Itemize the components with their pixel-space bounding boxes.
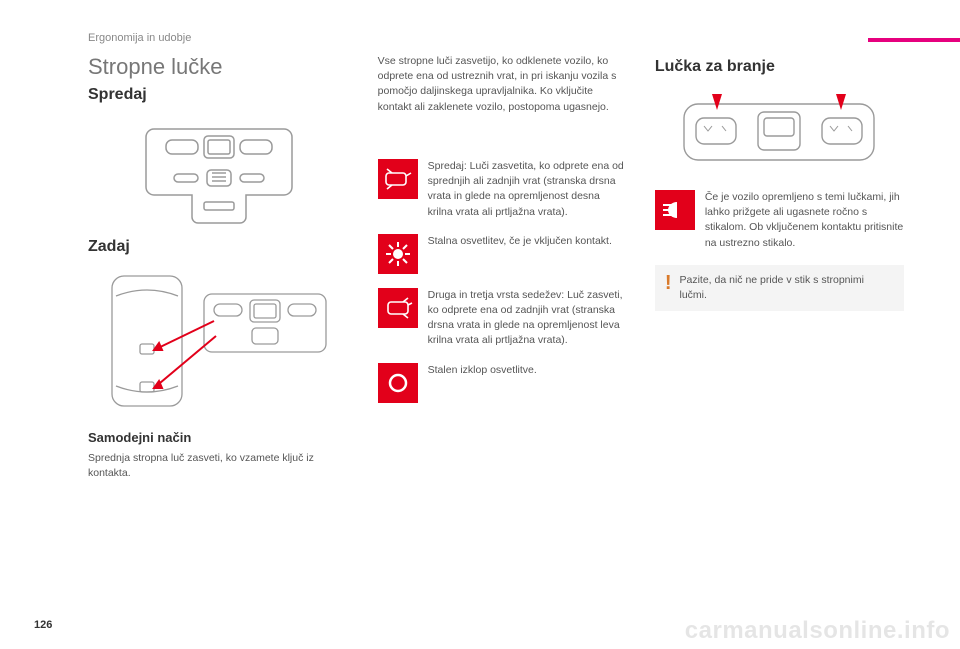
light-off-icon — [378, 363, 418, 403]
text-warning: Pazite, da nič ne pride v stik s stropni… — [680, 273, 895, 303]
watermark: carmanualsonline.info — [685, 617, 950, 645]
heading-rear: Zadaj — [88, 238, 350, 256]
warning-icon: ! — [665, 273, 672, 293]
accent-bar — [868, 38, 960, 42]
text-intro: Vse stropne luči zasvetijo, ko odklenete… — [378, 54, 627, 115]
page-number: 126 — [34, 619, 52, 631]
title-ceiling-lights: Stropne lučke — [88, 54, 350, 80]
row-reading-switch: Če je vozilo opremljeno s temi lučkami, … — [655, 190, 904, 251]
section-label: Ergonomija in udobje — [88, 32, 904, 44]
row-permanent-off: Stalen izklop osvetlitve. — [378, 363, 627, 403]
row-permanent-on: Stalna osvetlitev, če je vključen kontak… — [378, 234, 627, 274]
column-right: Lučka za branje — [655, 54, 904, 481]
text-permanent-off: Stalen izklop osvetlitve. — [428, 363, 627, 378]
column-left: Stropne lučke Spredaj — [88, 54, 350, 481]
illustration-rear-console — [88, 266, 350, 416]
heading-auto-mode: Samodejni način — [88, 430, 350, 445]
illustration-front-console — [88, 114, 350, 224]
text-reading-switch: Če je vozilo opremljeno s temi lučkami, … — [705, 190, 904, 251]
heading-front: Spredaj — [88, 86, 350, 104]
text-auto-mode: Sprednja stropna luč zasveti, ko vzamete… — [88, 451, 350, 481]
car-door-open-icon — [378, 159, 418, 199]
beam-icon — [655, 190, 695, 230]
row-rear-doors: Druga in tretja vrsta sedežev: Luč zasve… — [378, 288, 627, 349]
illustration-reading-light — [655, 86, 904, 176]
row-front-doors: Spredaj: Luči zasvetita, ko odprete ena … — [378, 159, 627, 220]
column-middle: Vse stropne luči zasvetijo, ko odklenete… — [378, 54, 627, 481]
text-permanent-on: Stalna osvetlitev, če je vključen kontak… — [428, 234, 627, 249]
light-on-icon — [378, 234, 418, 274]
heading-reading-light: Lučka za branje — [655, 58, 904, 76]
text-front-doors: Spredaj: Luči zasvetita, ko odprete ena … — [428, 159, 627, 220]
text-rear-doors: Druga in tretja vrsta sedežev: Luč zasve… — [428, 288, 627, 349]
warning-row: ! Pazite, da nič ne pride v stik s strop… — [655, 265, 904, 311]
car-rear-door-icon — [378, 288, 418, 328]
